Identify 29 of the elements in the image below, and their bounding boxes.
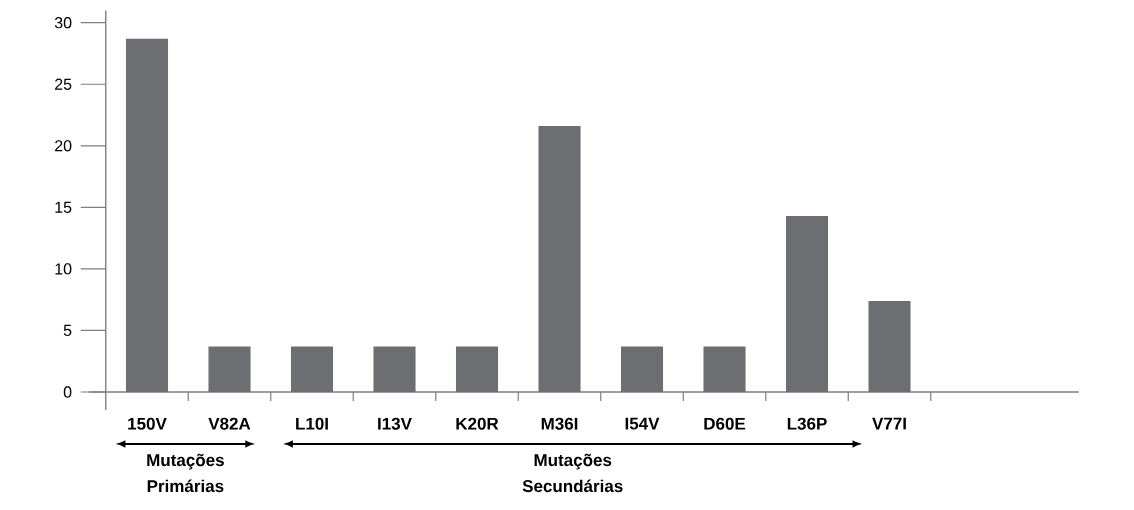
x-tick-label: L36P [787, 417, 827, 430]
x-tick-label: K20R [456, 417, 499, 430]
y-tick-label: 0 [63, 386, 72, 398]
bar [868, 300, 911, 392]
bar [455, 346, 499, 392]
bar [208, 346, 251, 392]
text: Mutações Primárias [147, 453, 224, 493]
x-tick-label: L10I [296, 417, 328, 430]
bar [703, 346, 746, 392]
bar [538, 126, 581, 392]
y-tick-label: 15 [55, 201, 72, 213]
bar [290, 346, 334, 392]
x-tick-label: D60E [704, 417, 746, 430]
bar [785, 215, 829, 392]
x-tick-label: I54V [625, 417, 660, 430]
x-tick-label: 150V [128, 417, 167, 430]
bar [620, 346, 664, 392]
x-tick-label: V82A [208, 417, 251, 430]
y-tick-label: 5 [63, 324, 72, 337]
y-tick-label: 20 [55, 140, 72, 152]
x-tick-label: M36I [541, 417, 578, 430]
y-tick-label: 25 [55, 78, 72, 90]
bar [125, 38, 169, 392]
x-tick-label: I13V [378, 417, 412, 430]
y-tick-label: 10 [55, 263, 72, 275]
y-tick-label: 30 [54, 17, 72, 29]
x-tick-label: V77I [872, 417, 906, 430]
text: Mutações Secundárias [522, 453, 623, 493]
bar [373, 346, 416, 392]
